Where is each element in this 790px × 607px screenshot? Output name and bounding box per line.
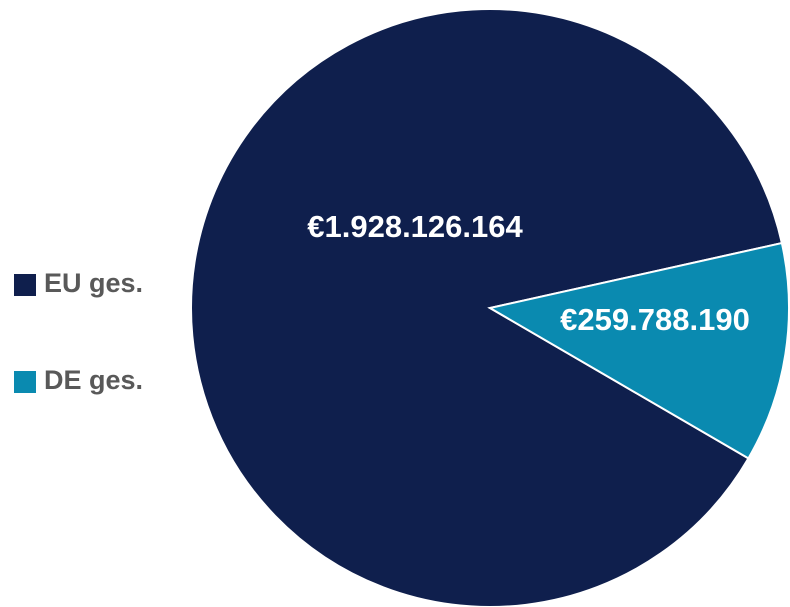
legend-label: DE ges. [44,365,143,395]
data-label: €1.928.126.164 [307,209,523,244]
legend-swatch [14,371,36,393]
pie-slice [190,8,784,607]
data-label: €259.788.190 [560,302,750,337]
pie-slice [487,241,790,460]
legend-label: EU ges. [44,268,143,298]
legend-swatch [14,274,36,296]
